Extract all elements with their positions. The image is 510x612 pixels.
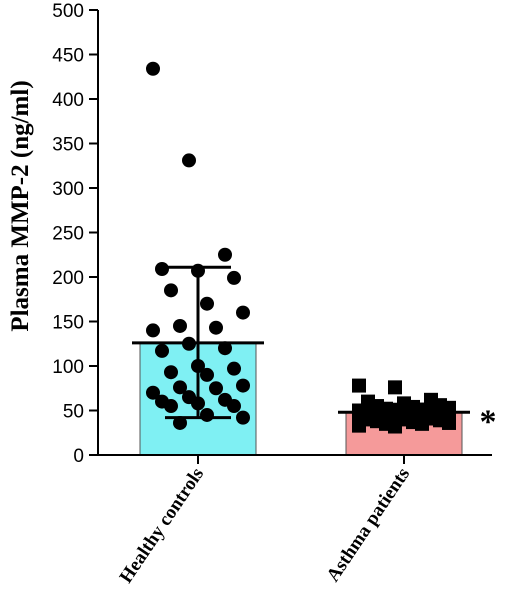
y-tick-label-8: 400 — [52, 90, 84, 111]
data-point — [173, 380, 187, 395]
data-point — [200, 407, 214, 422]
data-point — [442, 415, 456, 430]
axes-layer — [89, 9, 492, 464]
y-tick-label-3: 150 — [52, 313, 84, 334]
data-point — [146, 385, 160, 400]
y-tick-label-7: 350 — [52, 135, 84, 156]
data-point — [173, 415, 187, 430]
data-point — [227, 270, 241, 285]
y-tick-label-9: 450 — [52, 46, 84, 67]
y-tick-label-0: 0 — [73, 446, 84, 467]
data-point — [164, 283, 178, 298]
error-bars-layer — [132, 265, 470, 421]
data-point — [155, 261, 169, 276]
data-point — [209, 381, 223, 396]
data-point — [209, 320, 223, 335]
data-point — [218, 341, 232, 356]
data-point — [236, 305, 250, 320]
y-tick-label-1: 50 — [63, 402, 84, 423]
y-tick-label-2: 100 — [52, 357, 84, 378]
data-point — [236, 378, 250, 393]
data-point — [352, 418, 366, 433]
data-point — [182, 153, 196, 168]
data-point — [227, 361, 241, 376]
data-point — [155, 343, 169, 358]
data-point — [352, 378, 366, 393]
data-point — [164, 399, 178, 414]
data-point — [200, 296, 214, 311]
x-tick-label-1: Asthma patients — [323, 464, 414, 586]
y-tick-label-6: 300 — [52, 179, 84, 200]
data-point — [227, 399, 241, 414]
data-point — [146, 323, 160, 338]
y-tick-label-5: 250 — [52, 224, 84, 245]
y-axis-label: Plasma MMP-2 (ng/ml) — [7, 80, 34, 331]
data-point — [388, 419, 402, 434]
y-tick-label-4: 200 — [52, 268, 84, 289]
significance-marker-0: * — [480, 403, 497, 440]
x-tick-label-0: Healthy controls — [116, 464, 208, 587]
data-point — [236, 410, 250, 425]
labels-layer: Healthy controls Asthma patients 0 50 100 150… — [52, 1, 496, 587]
data-point — [200, 367, 214, 382]
data-point — [218, 247, 232, 262]
data-point — [173, 318, 187, 333]
data-point — [388, 380, 402, 395]
y-tick-label-10: 500 — [52, 1, 84, 22]
data-point — [164, 365, 178, 380]
data-point — [146, 61, 160, 76]
